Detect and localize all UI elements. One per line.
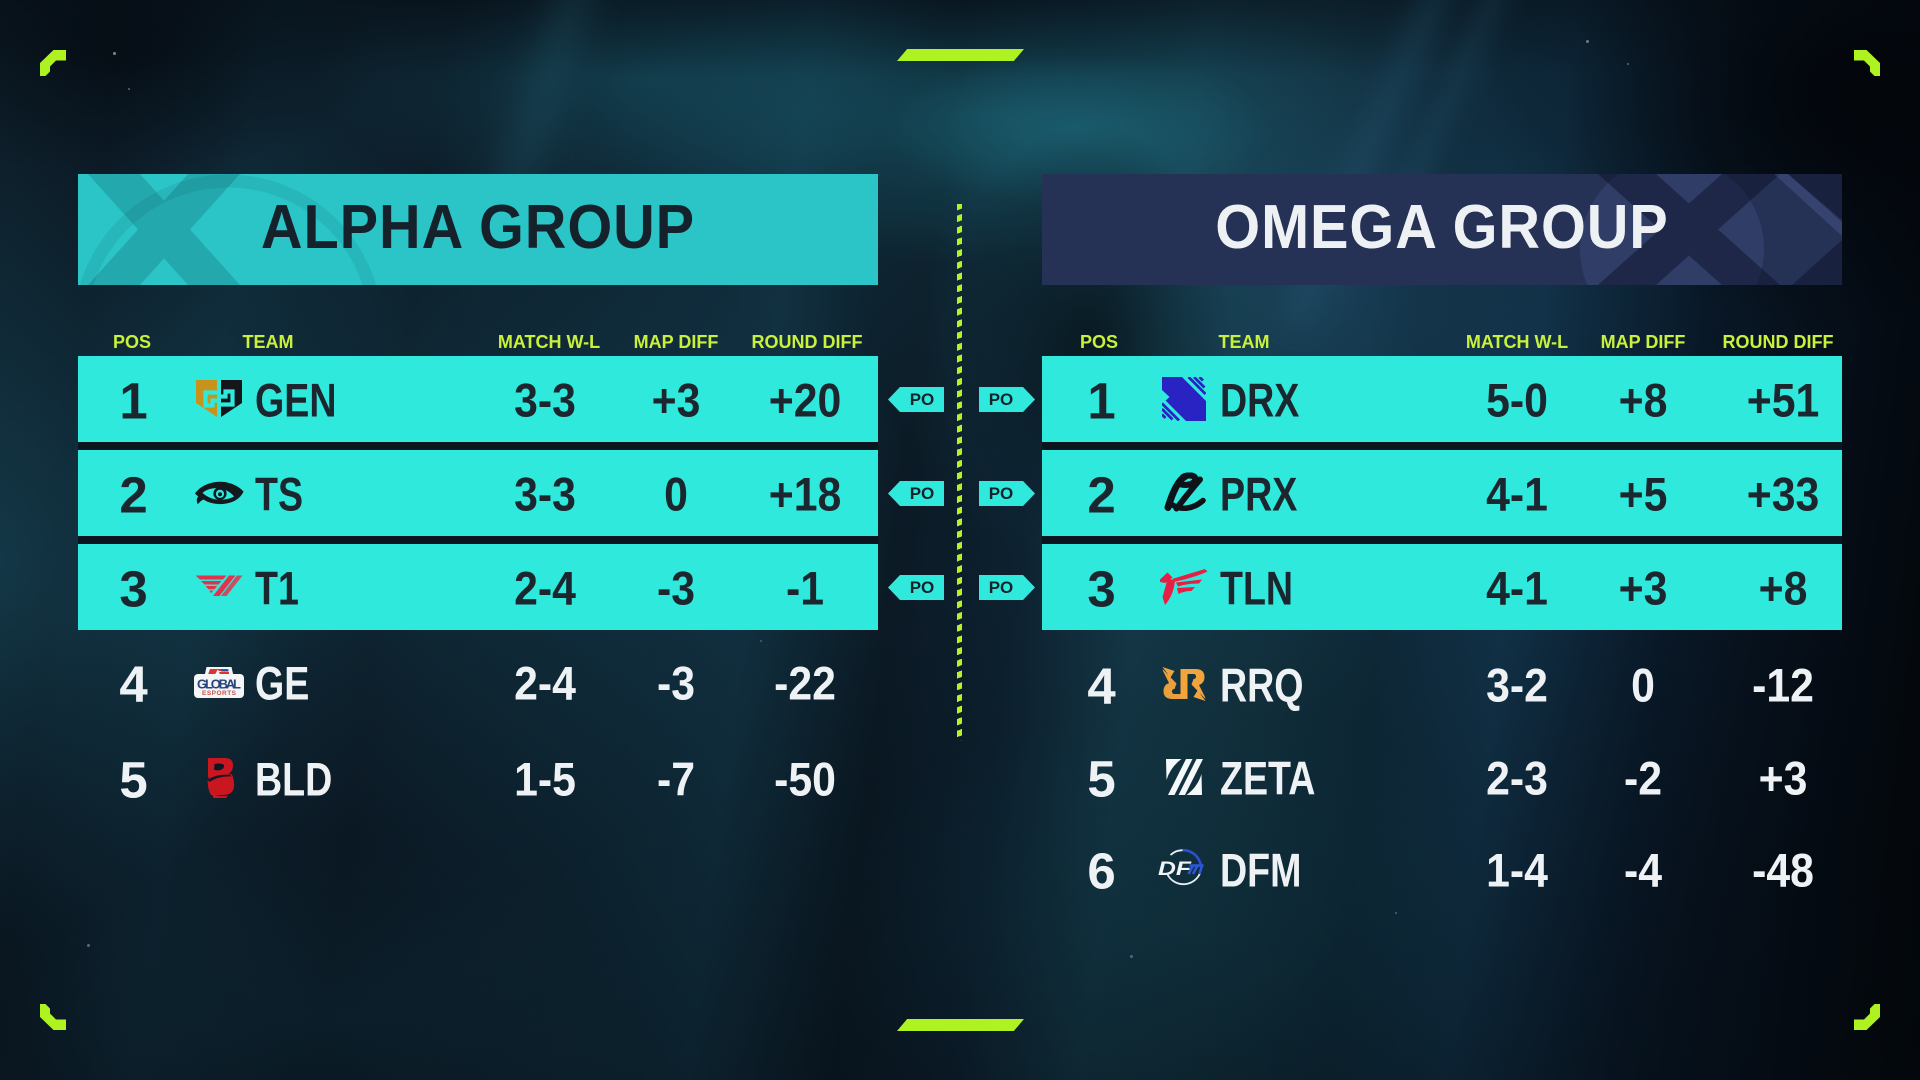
svg-text:DF: DF bbox=[1158, 859, 1193, 880]
svg-text:GLOBAL: GLOBAL bbox=[197, 677, 241, 692]
svg-text:ESPORTS: ESPORTS bbox=[202, 690, 237, 697]
